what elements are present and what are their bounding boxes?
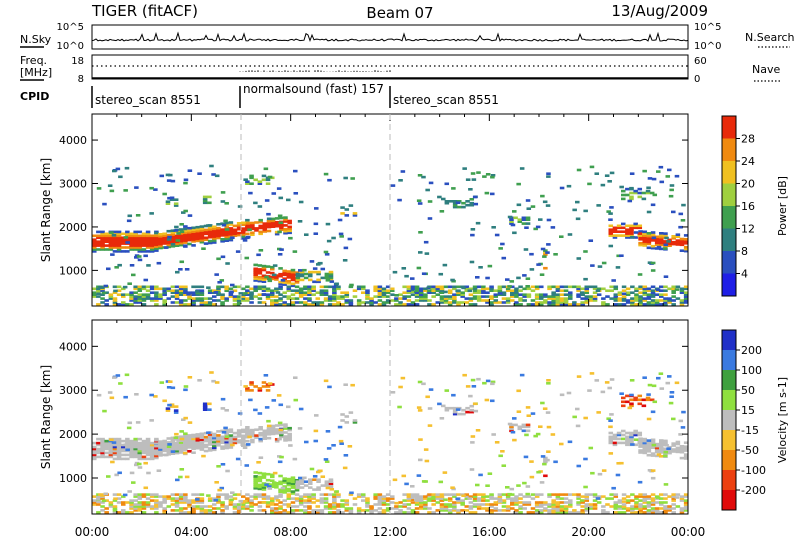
- x-tick-label: 00:00: [671, 525, 706, 539]
- cpid-strip: CPID stereo_scan 8551 normalsound (fast)…: [20, 82, 499, 108]
- colorbar-swatch: [722, 490, 736, 511]
- nsky-trace: [91, 31, 689, 47]
- freq-strip: Freq. [MHz] 18 8 60 0 Nave: [20, 54, 780, 85]
- freq-top-tick: 18: [71, 56, 84, 67]
- velocity-colorbar: 200 100 50 15 -15 -50 -100 -200 Velocity [m s-1]: [721, 329, 789, 511]
- colorbar-swatch: [722, 330, 736, 351]
- y-axis-label: Slant Range [km]: [39, 158, 53, 262]
- y-tick-label: 2000: [59, 221, 87, 234]
- nsky-strip: N.Sky 10^5 10^0 10^5 10^0 N.Search: [20, 22, 795, 52]
- nsky-label: N.Sky: [20, 33, 52, 46]
- colorbar-swatch: [722, 228, 736, 252]
- x-tick-label: 08:00: [273, 525, 308, 539]
- x-tick-label: 00:00: [75, 525, 110, 539]
- colorbar-tick: 15: [741, 404, 755, 417]
- colorbar-swatch: [722, 138, 736, 162]
- colorbar-swatch: [722, 410, 736, 431]
- date-title: 13/Aug/2009: [611, 2, 708, 20]
- y-tick-label: 4000: [59, 134, 87, 147]
- nsearch-bottom-tick: 10^0: [694, 41, 721, 52]
- colorbar-tick: -200: [741, 484, 766, 497]
- y-tick-label: 4000: [59, 340, 87, 353]
- cpid-label: CPID: [20, 90, 49, 103]
- colorbar-tick: -15: [741, 424, 759, 437]
- power-data: [92, 164, 689, 306]
- velocity-axes: 1000 2000 3000 4000 Slant Range [km]: [39, 320, 689, 514]
- y-axis-label: Slant Range [km]: [39, 365, 53, 469]
- nsky-bottom-tick: 10^0: [57, 41, 84, 52]
- freq-label: Freq.: [20, 54, 47, 67]
- cpid-segment-1: stereo_scan 8551: [95, 93, 201, 107]
- colorbar-tick: -100: [741, 464, 766, 477]
- colorbar-swatch: [722, 161, 736, 184]
- freq-bottom-tick: 8: [78, 74, 84, 85]
- nsearch-label: N.Search: [745, 31, 795, 44]
- power-axes: 1000 2000 3000 4000 Slant Range [km]: [39, 114, 689, 306]
- beam-title: Beam 07: [366, 4, 433, 22]
- y-tick-label: 2000: [59, 428, 87, 441]
- colorbar-swatch: [722, 450, 736, 471]
- colorbar-swatch: [722, 183, 736, 207]
- colorbar-swatch: [722, 370, 736, 391]
- x-tick-label: 16:00: [472, 525, 507, 539]
- nsearch-top-tick: 10^5: [694, 22, 721, 33]
- x-tick-label: 20:00: [571, 525, 606, 539]
- colorbar-tick: 4: [741, 268, 748, 281]
- y-tick-label: 3000: [59, 384, 87, 397]
- freq-unit: [MHz]: [20, 66, 52, 79]
- power-colorbar: 4 8 12 16 20 24 28 Power [dB]: [721, 115, 789, 297]
- colorbar-label: Velocity [m s-1]: [776, 377, 789, 463]
- time-axis: 00:00 04:00 08:00 12:00 16:00 20:00 00:00: [75, 525, 706, 539]
- colorbar-tick: 100: [741, 364, 762, 377]
- colorbar-swatch: [722, 350, 736, 371]
- colorbar-swatch: [722, 206, 736, 229]
- colorbar-tick: 50: [741, 384, 755, 397]
- x-tick-label: 04:00: [174, 525, 209, 539]
- y-tick-label: 1000: [59, 264, 87, 277]
- colorbar-tick: 24: [741, 155, 755, 168]
- velocity-data: [92, 371, 689, 514]
- colorbar-swatch: [722, 116, 736, 139]
- nave-top-tick: 60: [694, 56, 707, 67]
- colorbar-swatch: [722, 390, 736, 411]
- colorbar-tick: 200: [741, 344, 762, 357]
- nsky-top-tick: 10^5: [57, 22, 84, 33]
- colorbar-label: Power [dB]: [776, 176, 789, 236]
- y-tick-label: 1000: [59, 472, 87, 485]
- x-tick-label: 12:00: [373, 525, 408, 539]
- colorbar-tick: 8: [741, 245, 748, 258]
- colorbar-tick: 28: [741, 133, 755, 146]
- colorbar-tick: 20: [741, 178, 755, 191]
- colorbar-swatch: [722, 251, 736, 274]
- colorbar-swatch: [722, 273, 736, 297]
- power-panel: 1000 2000 3000 4000 Slant Range [km]: [39, 113, 689, 307]
- velocity-panel: 1000 2000 3000 4000 Slant Range [km]: [39, 319, 689, 515]
- cpid-segment-3: stereo_scan 8551: [393, 93, 499, 107]
- colorbar-swatch: [722, 470, 736, 491]
- y-tick-label: 3000: [59, 178, 87, 191]
- nave-bottom-tick: 0: [694, 74, 700, 85]
- radar-title: TIGER (fitACF): [91, 2, 198, 20]
- colorbar-swatch: [722, 430, 736, 451]
- colorbar-tick: 16: [741, 200, 755, 213]
- nave-label: Nave: [752, 63, 780, 76]
- cpid-segment-2: normalsound (fast) 157: [243, 82, 384, 96]
- colorbar-tick: -50: [741, 444, 759, 457]
- colorbar-tick: 12: [741, 223, 755, 236]
